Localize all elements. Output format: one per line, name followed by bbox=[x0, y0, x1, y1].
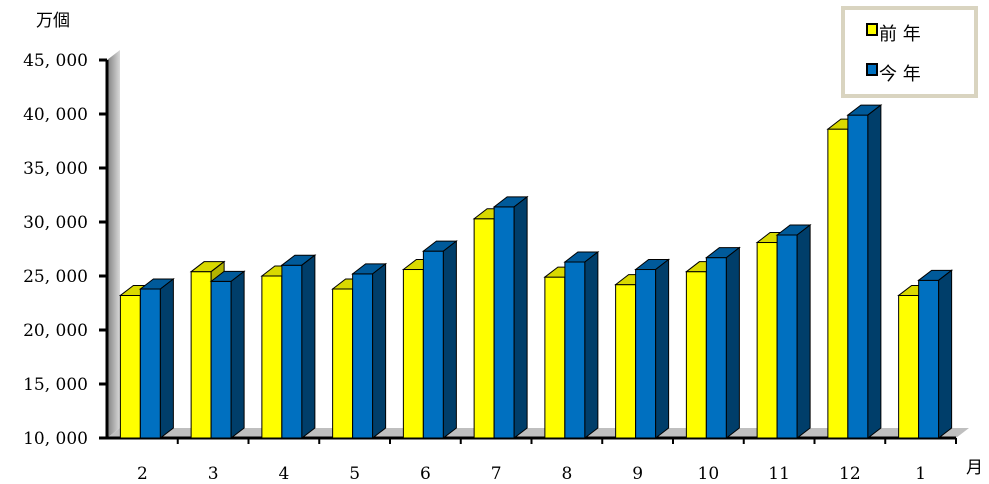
bar-front bbox=[847, 114, 869, 439]
y-tick-label: 20, 000 bbox=[23, 321, 88, 341]
bar-this-year bbox=[917, 269, 954, 440]
bar-this-year bbox=[138, 277, 175, 440]
bar-front bbox=[615, 284, 637, 439]
x-tick-label: 10 bbox=[698, 464, 720, 484]
x-tick-label: 11 bbox=[768, 464, 790, 484]
bar-this-year bbox=[492, 195, 529, 440]
x-tick-label: 8 bbox=[561, 464, 572, 484]
y-tick-label: 35, 000 bbox=[23, 159, 88, 179]
bar-front bbox=[332, 288, 354, 439]
legend-box bbox=[841, 6, 978, 98]
bar-this-year bbox=[846, 104, 883, 440]
bar-front bbox=[705, 257, 727, 439]
bar-this-year bbox=[209, 270, 246, 440]
chart-side-wall bbox=[107, 50, 120, 438]
bar-side bbox=[230, 270, 245, 440]
x-tick-label: 1 bbox=[915, 464, 926, 484]
bar-front bbox=[544, 276, 566, 439]
bar-front bbox=[261, 275, 283, 439]
bar-side bbox=[159, 277, 174, 440]
legend-swatch-prev-year bbox=[866, 23, 878, 36]
bar-front bbox=[210, 280, 232, 439]
x-tick-label: 9 bbox=[632, 464, 643, 484]
y-tick-label: 30, 000 bbox=[23, 213, 88, 233]
bar-side bbox=[301, 254, 316, 440]
bar-this-year bbox=[351, 262, 388, 440]
bar-front bbox=[776, 234, 798, 439]
bar-front bbox=[756, 242, 778, 439]
legend-swatch-this-year bbox=[866, 63, 878, 76]
y-tick-label: 45, 000 bbox=[23, 51, 88, 71]
x-tick-label: 3 bbox=[208, 464, 219, 484]
x-tick-label: 5 bbox=[349, 464, 360, 484]
x-tick-label: 7 bbox=[491, 464, 502, 484]
bar-front bbox=[685, 271, 707, 439]
x-tick-label: 2 bbox=[137, 464, 148, 484]
legend: 前 年今 年 bbox=[841, 6, 978, 98]
bar-front bbox=[281, 264, 303, 439]
x-axis-unit: 月 bbox=[966, 458, 983, 478]
x-tick-label: 4 bbox=[278, 464, 289, 484]
bar-this-year bbox=[634, 258, 671, 440]
y-tick-label: 15, 000 bbox=[23, 375, 88, 395]
x-tick-label: 12 bbox=[839, 464, 861, 484]
bar-side bbox=[655, 258, 670, 440]
y-tick-label: 40, 000 bbox=[23, 105, 88, 125]
bar-side bbox=[867, 104, 882, 440]
bar-side bbox=[796, 223, 811, 440]
bar-front bbox=[635, 269, 657, 439]
legend-label-this-year: 今 年 bbox=[879, 64, 921, 85]
bar-front bbox=[190, 271, 212, 439]
bar-front bbox=[493, 206, 515, 439]
bar-side bbox=[442, 240, 457, 440]
bar-front bbox=[473, 218, 495, 439]
bar-side bbox=[513, 195, 528, 440]
bar-this-year bbox=[421, 240, 458, 440]
bar-front bbox=[139, 288, 161, 439]
bar-front bbox=[898, 294, 920, 439]
bar-front bbox=[119, 294, 141, 439]
bar-this-year bbox=[775, 223, 812, 440]
bar-front bbox=[422, 250, 444, 439]
bar-side bbox=[584, 250, 599, 440]
bar-front bbox=[402, 269, 424, 439]
y-tick-label: 10, 000 bbox=[23, 429, 88, 449]
bar-this-year bbox=[280, 254, 317, 440]
chart-floor bbox=[107, 428, 969, 438]
y-axis-unit: 万個 bbox=[36, 11, 70, 31]
bar-front bbox=[352, 273, 374, 439]
bar-this-year bbox=[704, 246, 741, 440]
bar-front bbox=[918, 279, 940, 439]
bar-side bbox=[372, 262, 387, 440]
bar-this-year bbox=[563, 250, 600, 440]
bar-side bbox=[725, 246, 740, 440]
bar-side bbox=[938, 269, 953, 440]
x-tick-label: 6 bbox=[420, 464, 431, 484]
legend-label-prev-year: 前 年 bbox=[879, 24, 921, 45]
y-tick-label: 25, 000 bbox=[23, 267, 88, 287]
bar-front bbox=[827, 128, 849, 439]
bar-front bbox=[564, 261, 586, 439]
